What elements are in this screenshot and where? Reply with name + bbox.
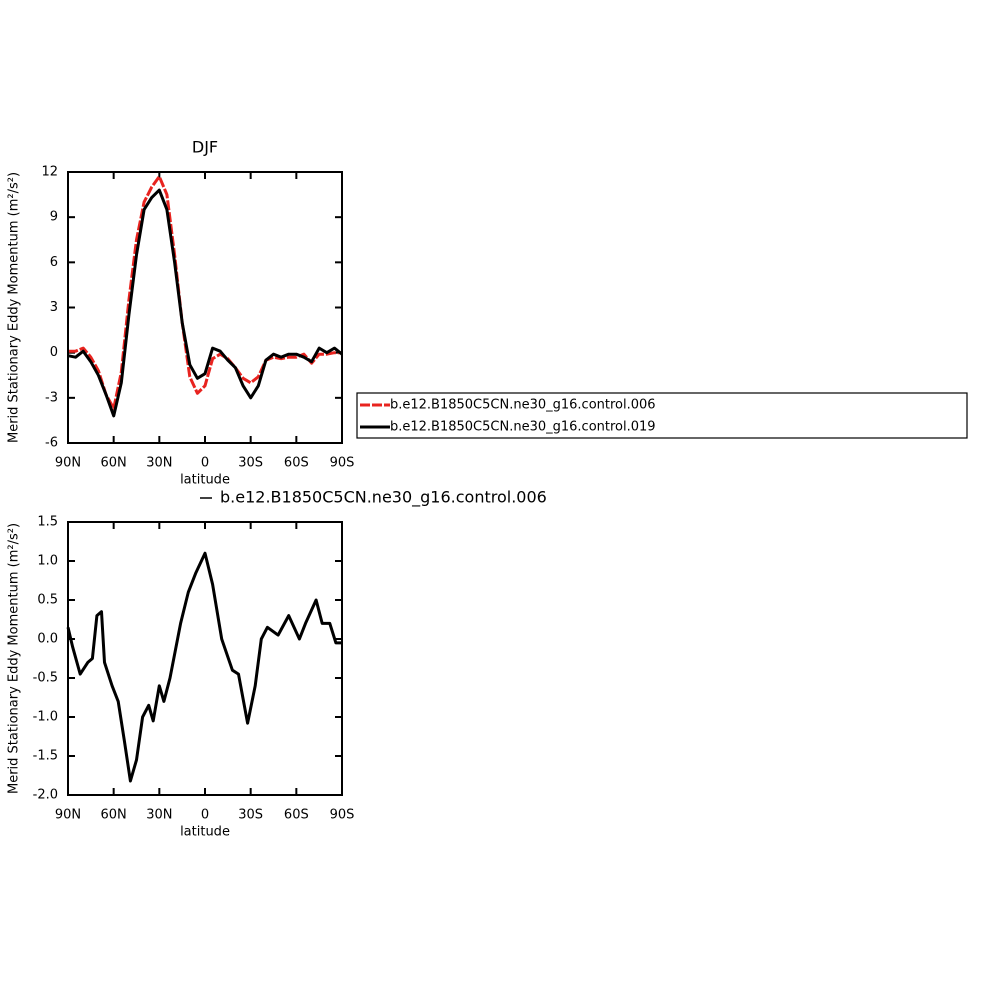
y-tick-label: -2.0 bbox=[33, 788, 58, 803]
plot-frame bbox=[67, 521, 343, 796]
y-tick-label: 1.0 bbox=[37, 554, 58, 569]
y-tick-label: 0.0 bbox=[37, 632, 58, 647]
series-line bbox=[66, 551, 342, 783]
y-tick-label: -0.5 bbox=[33, 671, 58, 686]
x-tick-label: 30S bbox=[238, 456, 263, 471]
y-axis-label: Merid Stationary Eddy Momentum (m²/s²) bbox=[7, 172, 22, 443]
y-tick-label: -1.5 bbox=[33, 749, 58, 764]
x-tick-label: 90S bbox=[330, 456, 355, 471]
x-tick-label: 90N bbox=[55, 456, 81, 471]
x-tick-label: 0 bbox=[201, 808, 209, 823]
legend-box bbox=[356, 392, 968, 439]
x-axis-label: latitude bbox=[180, 473, 230, 488]
x-axis-label: latitude bbox=[180, 825, 230, 840]
chart-title: b.e12.B1850C5CN.ne30_g16.control.006 bbox=[220, 488, 547, 508]
y-tick-label: 3 bbox=[50, 300, 58, 315]
x-tick-label: 30N bbox=[146, 456, 172, 471]
y-tick-label: 1.5 bbox=[37, 515, 58, 530]
y-tick-label: 12 bbox=[41, 165, 58, 180]
y-axis-label: Merid Stationary Eddy Momentum (m²/s²) bbox=[7, 523, 22, 794]
x-tick-label: 90S bbox=[330, 808, 355, 823]
x-tick-label: 30S bbox=[238, 808, 263, 823]
y-tick-label: -1.0 bbox=[33, 710, 58, 725]
y-tick-label: 0 bbox=[50, 345, 58, 360]
y-tick-label: -3 bbox=[45, 390, 58, 405]
x-tick-label: 0 bbox=[201, 456, 209, 471]
series-line bbox=[67, 188, 343, 418]
legend-label: b.e12.B1850C5CN.ne30_g16.control.006 bbox=[390, 398, 656, 413]
legend-label: b.e12.B1850C5CN.ne30_g16.control.019 bbox=[390, 420, 656, 435]
y-tick-label: 9 bbox=[50, 210, 58, 225]
series-line bbox=[68, 175, 342, 410]
chart-title: DJF bbox=[192, 138, 218, 157]
x-tick-label: 60S bbox=[284, 456, 309, 471]
y-tick-label: -6 bbox=[45, 436, 58, 451]
x-tick-label: 60N bbox=[101, 808, 127, 823]
x-tick-label: 60N bbox=[101, 456, 127, 471]
x-tick-label: 60S bbox=[284, 808, 309, 823]
plot-frame bbox=[67, 171, 343, 444]
x-tick-label: 30N bbox=[146, 808, 172, 823]
y-tick-label: 0.5 bbox=[37, 593, 58, 608]
y-tick-label: 6 bbox=[50, 255, 58, 270]
x-tick-label: 90N bbox=[55, 808, 81, 823]
